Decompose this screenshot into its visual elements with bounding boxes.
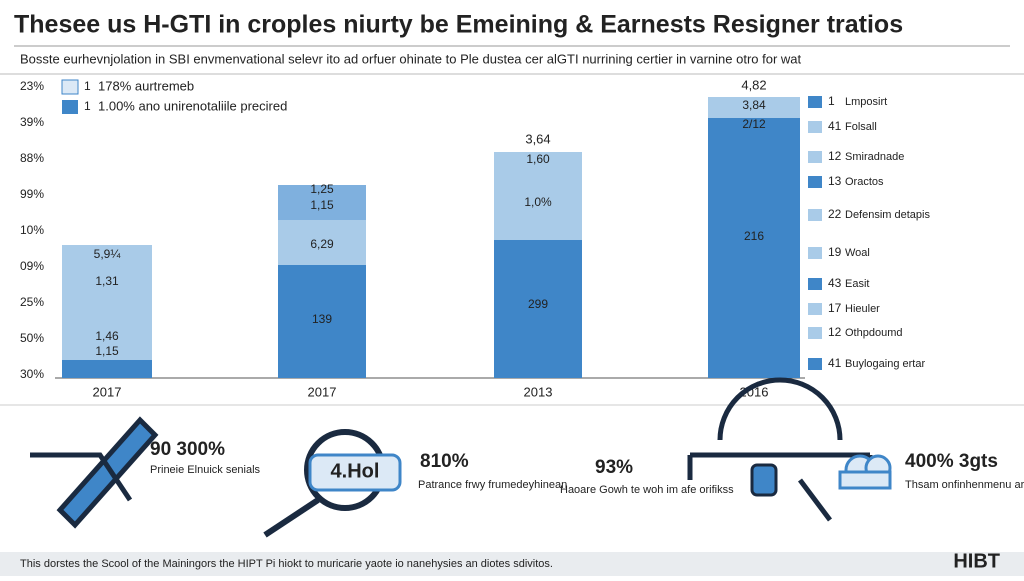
legend-swatch xyxy=(808,209,822,221)
footer-text: This dorstes the Scool of the Mainingors… xyxy=(20,558,553,570)
legend-num: 1 xyxy=(828,94,835,108)
bar-top-label: 3,64 xyxy=(525,131,550,146)
legend-num: 13 xyxy=(828,174,842,188)
bar-top-label: 4,82 xyxy=(741,77,766,92)
legend-text: Woal xyxy=(845,247,870,259)
bar-label: 1,15 xyxy=(310,198,334,212)
stat-value: 93% xyxy=(595,457,633,478)
axis-label: 50% xyxy=(20,331,44,345)
bar-label: 139 xyxy=(312,312,332,326)
bar-segment xyxy=(278,265,366,378)
legend-text: Lmposirt xyxy=(845,96,887,108)
bar-segment xyxy=(708,97,800,118)
legend-text: Oractos xyxy=(845,176,884,188)
bar-segment xyxy=(62,360,152,378)
legend-swatch xyxy=(808,96,822,108)
bar-segment xyxy=(494,240,582,378)
legend-swatch xyxy=(808,247,822,259)
legend-num: 41 xyxy=(828,119,842,133)
legend-swatch xyxy=(808,176,822,188)
bar-segment xyxy=(62,245,152,360)
stat-value: 810% xyxy=(420,451,469,472)
legend-text: Easit xyxy=(845,278,869,290)
legend-swatch xyxy=(808,278,822,290)
legend-num: 22 xyxy=(828,207,842,221)
bar-label: 1,0% xyxy=(524,195,552,209)
legend-text: Folsall xyxy=(845,121,877,133)
legend-num: 41 xyxy=(828,356,842,370)
axis-label: 25% xyxy=(20,295,44,309)
bar-label: 5,9¼ xyxy=(94,247,122,261)
bar-label: 216 xyxy=(744,229,764,243)
year-label: 2017 xyxy=(93,384,122,399)
legend-swatch xyxy=(808,151,822,163)
footer-bar xyxy=(0,552,1024,576)
legend-swatch xyxy=(808,121,822,133)
axis-label: 09% xyxy=(20,259,44,273)
stat-text: Thsam onfinhenmenu ar Eanelcet Extrbebbr… xyxy=(905,479,1024,491)
legend-swatch xyxy=(808,327,822,339)
stat-value: 400% 3gts xyxy=(905,451,998,472)
legend-swatch xyxy=(62,100,78,114)
stat-text: Patrance frwy frumedeyhinean xyxy=(418,479,567,491)
legend-num: 17 xyxy=(828,301,842,315)
badge: 4.Hol xyxy=(331,460,380,482)
bar-label: 1,46 xyxy=(95,329,119,343)
magnifier-icon xyxy=(263,429,402,538)
legend-text: Defensim detapis xyxy=(845,209,930,221)
axis-label: 39% xyxy=(20,115,44,129)
cloud-icon xyxy=(838,454,892,490)
subtitle: Bosste eurhevnjolation in SBI envmenvati… xyxy=(20,51,802,66)
stat-text: Prineie Elnuick senials xyxy=(150,464,261,476)
year-label: 2017 xyxy=(308,384,337,399)
legend-text: 178% aurtremeb xyxy=(98,78,194,93)
legend-text: Buylogaing ertar xyxy=(845,358,925,370)
bar-label: 1,15 xyxy=(95,344,119,358)
year-label: 2013 xyxy=(524,384,553,399)
bar-label: 3,84 xyxy=(742,98,766,112)
axis-label: 88% xyxy=(20,151,44,165)
legend-num: 1 xyxy=(84,79,91,93)
title: Thesee us H-GTI in croples niurty be Eme… xyxy=(14,11,903,39)
legend-text: Hieuler xyxy=(845,303,880,315)
legend-num: 19 xyxy=(828,245,842,259)
legend-text: 1.00% ano unirenotaliile precired xyxy=(98,98,287,113)
axis-label: 99% xyxy=(20,187,44,201)
stat-text: Haoare Gowh te woh im afe orifikss xyxy=(560,484,734,496)
bar-label: 1,31 xyxy=(95,274,119,288)
legend-swatch xyxy=(61,79,79,95)
legend-num: 43 xyxy=(828,276,842,290)
legend-num: 12 xyxy=(828,149,842,163)
pen-icon xyxy=(30,416,159,529)
legend-text: Othpdoumd xyxy=(845,327,902,339)
legend-swatch xyxy=(808,303,822,315)
bar-label: 6,29 xyxy=(310,237,334,251)
bar-segment xyxy=(278,220,366,265)
axis-label: 23% xyxy=(20,79,44,93)
legend-swatch xyxy=(808,358,822,370)
stat-value: 90 300% xyxy=(150,439,225,460)
legend-num: 1 xyxy=(84,99,91,113)
bar-segment xyxy=(494,152,582,240)
logo: HIBT xyxy=(953,550,1000,572)
legend-num: 12 xyxy=(828,325,842,339)
bar-label: 1,60 xyxy=(526,152,550,166)
bar-segment xyxy=(278,185,366,220)
bar-segment xyxy=(708,118,800,378)
bar-label: 2/12 xyxy=(742,117,766,131)
axis-label: 30% xyxy=(20,367,44,381)
bar-label: 299 xyxy=(528,297,548,311)
axis-label: 10% xyxy=(20,223,44,237)
bar-label: 1,25 xyxy=(310,182,334,196)
legend-text: Smiradnade xyxy=(845,151,904,163)
